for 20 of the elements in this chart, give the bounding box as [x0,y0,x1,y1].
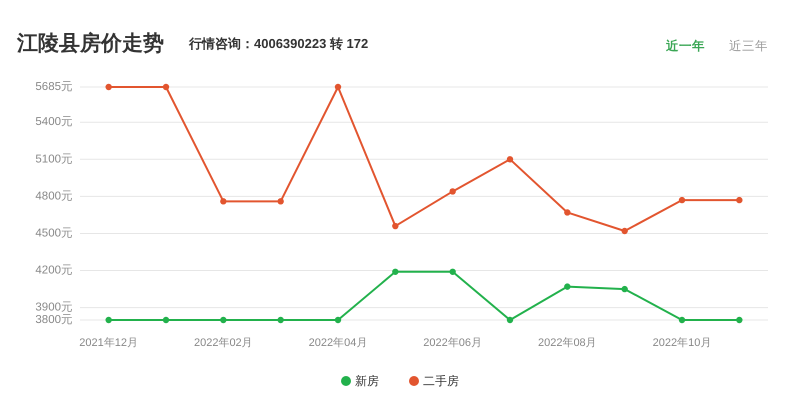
title: 江陵县房价走势 [17,32,164,55]
y-tick-label: 5100元 [35,153,73,166]
y-tick-label: 4200元 [35,264,73,277]
y-tick-label: 3800元 [35,314,73,326]
subtitle: 行情咨询：4006390223 转 172 [189,36,368,51]
legend-label: 二手房 [423,374,459,388]
x-tick-label: 2022年04月 [308,337,368,349]
x-tick-label: 2022年08月 [538,337,597,349]
x-tick-label: 2022年10月 [652,337,712,349]
y-tick-label: 4500元 [35,227,73,240]
annotation: 近三年 [729,39,768,53]
x-tick-label: 2021年12月 [79,337,138,349]
x-tick-label: 2022年02月 [194,337,253,349]
y-tick-label: 5400元 [35,116,73,128]
annotation: 近一年 [666,39,705,53]
y-tick-label: 4800元 [35,190,73,202]
x-tick-label: 2022年06月 [423,337,482,349]
legend-label: 新房 [355,374,379,388]
y-tick-label: 5685元 [35,81,73,93]
y-tick-label: 3900元 [35,302,73,314]
